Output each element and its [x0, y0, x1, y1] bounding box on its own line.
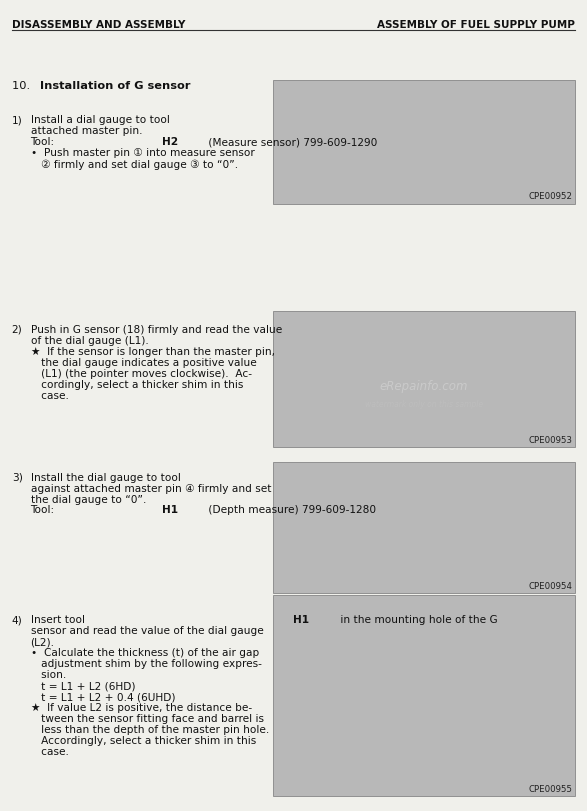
Text: cordingly, select a thicker shim in this: cordingly, select a thicker shim in this: [31, 380, 243, 389]
Text: in the mounting hole of the G: in the mounting hole of the G: [336, 615, 497, 624]
Text: (L2).: (L2).: [31, 637, 55, 646]
Text: Install the dial gauge to tool: Install the dial gauge to tool: [31, 472, 184, 482]
Text: ASSEMBLY OF FUEL SUPPLY PUMP: ASSEMBLY OF FUEL SUPPLY PUMP: [377, 20, 575, 30]
Text: 10.: 10.: [12, 81, 37, 91]
Bar: [273, 462, 575, 594]
Text: watermark only on this sample: watermark only on this sample: [365, 400, 483, 409]
Text: eRepainfo.com: eRepainfo.com: [380, 380, 468, 393]
Text: •  Calculate the thickness (t) of the air gap: • Calculate the thickness (t) of the air…: [31, 647, 259, 658]
Text: of the dial gauge (L1).: of the dial gauge (L1).: [31, 336, 149, 345]
Text: case.: case.: [31, 390, 69, 400]
Text: Insert tool: Insert tool: [31, 615, 88, 624]
Text: ★  If the sensor is longer than the master pin,: ★ If the sensor is longer than the maste…: [31, 346, 275, 356]
Text: CPE00953: CPE00953: [528, 436, 572, 444]
Text: H1: H1: [293, 615, 309, 624]
Text: the dial gauge to “0”.: the dial gauge to “0”.: [31, 494, 146, 504]
Text: tween the sensor fitting face and barrel is: tween the sensor fitting face and barrel…: [31, 714, 264, 723]
Text: (Measure sensor) 799-609-1290: (Measure sensor) 799-609-1290: [205, 137, 378, 147]
Text: Install a dial gauge to tool: Install a dial gauge to tool: [31, 115, 173, 125]
Text: the dial gauge indicates a positive value: the dial gauge indicates a positive valu…: [31, 357, 257, 367]
Bar: [273, 81, 575, 204]
Text: CPE00955: CPE00955: [528, 784, 572, 793]
Text: Installation of G sensor: Installation of G sensor: [40, 81, 190, 91]
Text: (L1) (the pointer moves clockwise).  Ac-: (L1) (the pointer moves clockwise). Ac-: [31, 368, 251, 378]
Text: 3): 3): [12, 472, 23, 482]
Text: H2: H2: [161, 137, 178, 147]
Text: 1): 1): [12, 115, 22, 125]
Text: sion.: sion.: [31, 670, 66, 680]
Bar: [273, 311, 575, 448]
Text: CPE00954: CPE00954: [528, 581, 572, 590]
Text: Accordingly, select a thicker shim in this: Accordingly, select a thicker shim in th…: [31, 735, 256, 745]
Text: case.: case.: [31, 746, 69, 756]
Text: (Depth measure) 799-609-1280: (Depth measure) 799-609-1280: [205, 504, 376, 515]
Text: less than the depth of the master pin hole.: less than the depth of the master pin ho…: [31, 724, 269, 734]
Text: sensor and read the value of the dial gauge: sensor and read the value of the dial ga…: [31, 626, 264, 636]
Text: 2): 2): [12, 324, 22, 334]
Text: adjustment shim by the following expres-: adjustment shim by the following expres-: [31, 659, 261, 668]
Text: t = L1 + L2 (6HD): t = L1 + L2 (6HD): [31, 680, 135, 690]
Text: ★  If value L2 is positive, the distance be-: ★ If value L2 is positive, the distance …: [31, 702, 252, 712]
Text: attached master pin.: attached master pin.: [31, 126, 142, 136]
Text: H1: H1: [161, 504, 178, 515]
Text: t = L1 + L2 + 0.4 (6UHD): t = L1 + L2 + 0.4 (6UHD): [31, 691, 175, 702]
Text: Push in G sensor (18) firmly and read the value: Push in G sensor (18) firmly and read th…: [31, 324, 282, 334]
Text: 4): 4): [12, 615, 22, 624]
Text: DISASSEMBLY AND ASSEMBLY: DISASSEMBLY AND ASSEMBLY: [12, 20, 185, 30]
Text: CPE00952: CPE00952: [528, 192, 572, 201]
Text: •  Push master pin ① into measure sensor: • Push master pin ① into measure sensor: [31, 148, 254, 158]
Bar: [273, 595, 575, 796]
Text: Tool:: Tool:: [31, 137, 58, 147]
Text: Tool:: Tool:: [31, 504, 58, 515]
Text: against attached master pin ④ firmly and set: against attached master pin ④ firmly and…: [31, 483, 271, 493]
Text: ② firmly and set dial gauge ③ to “0”.: ② firmly and set dial gauge ③ to “0”.: [31, 159, 238, 169]
